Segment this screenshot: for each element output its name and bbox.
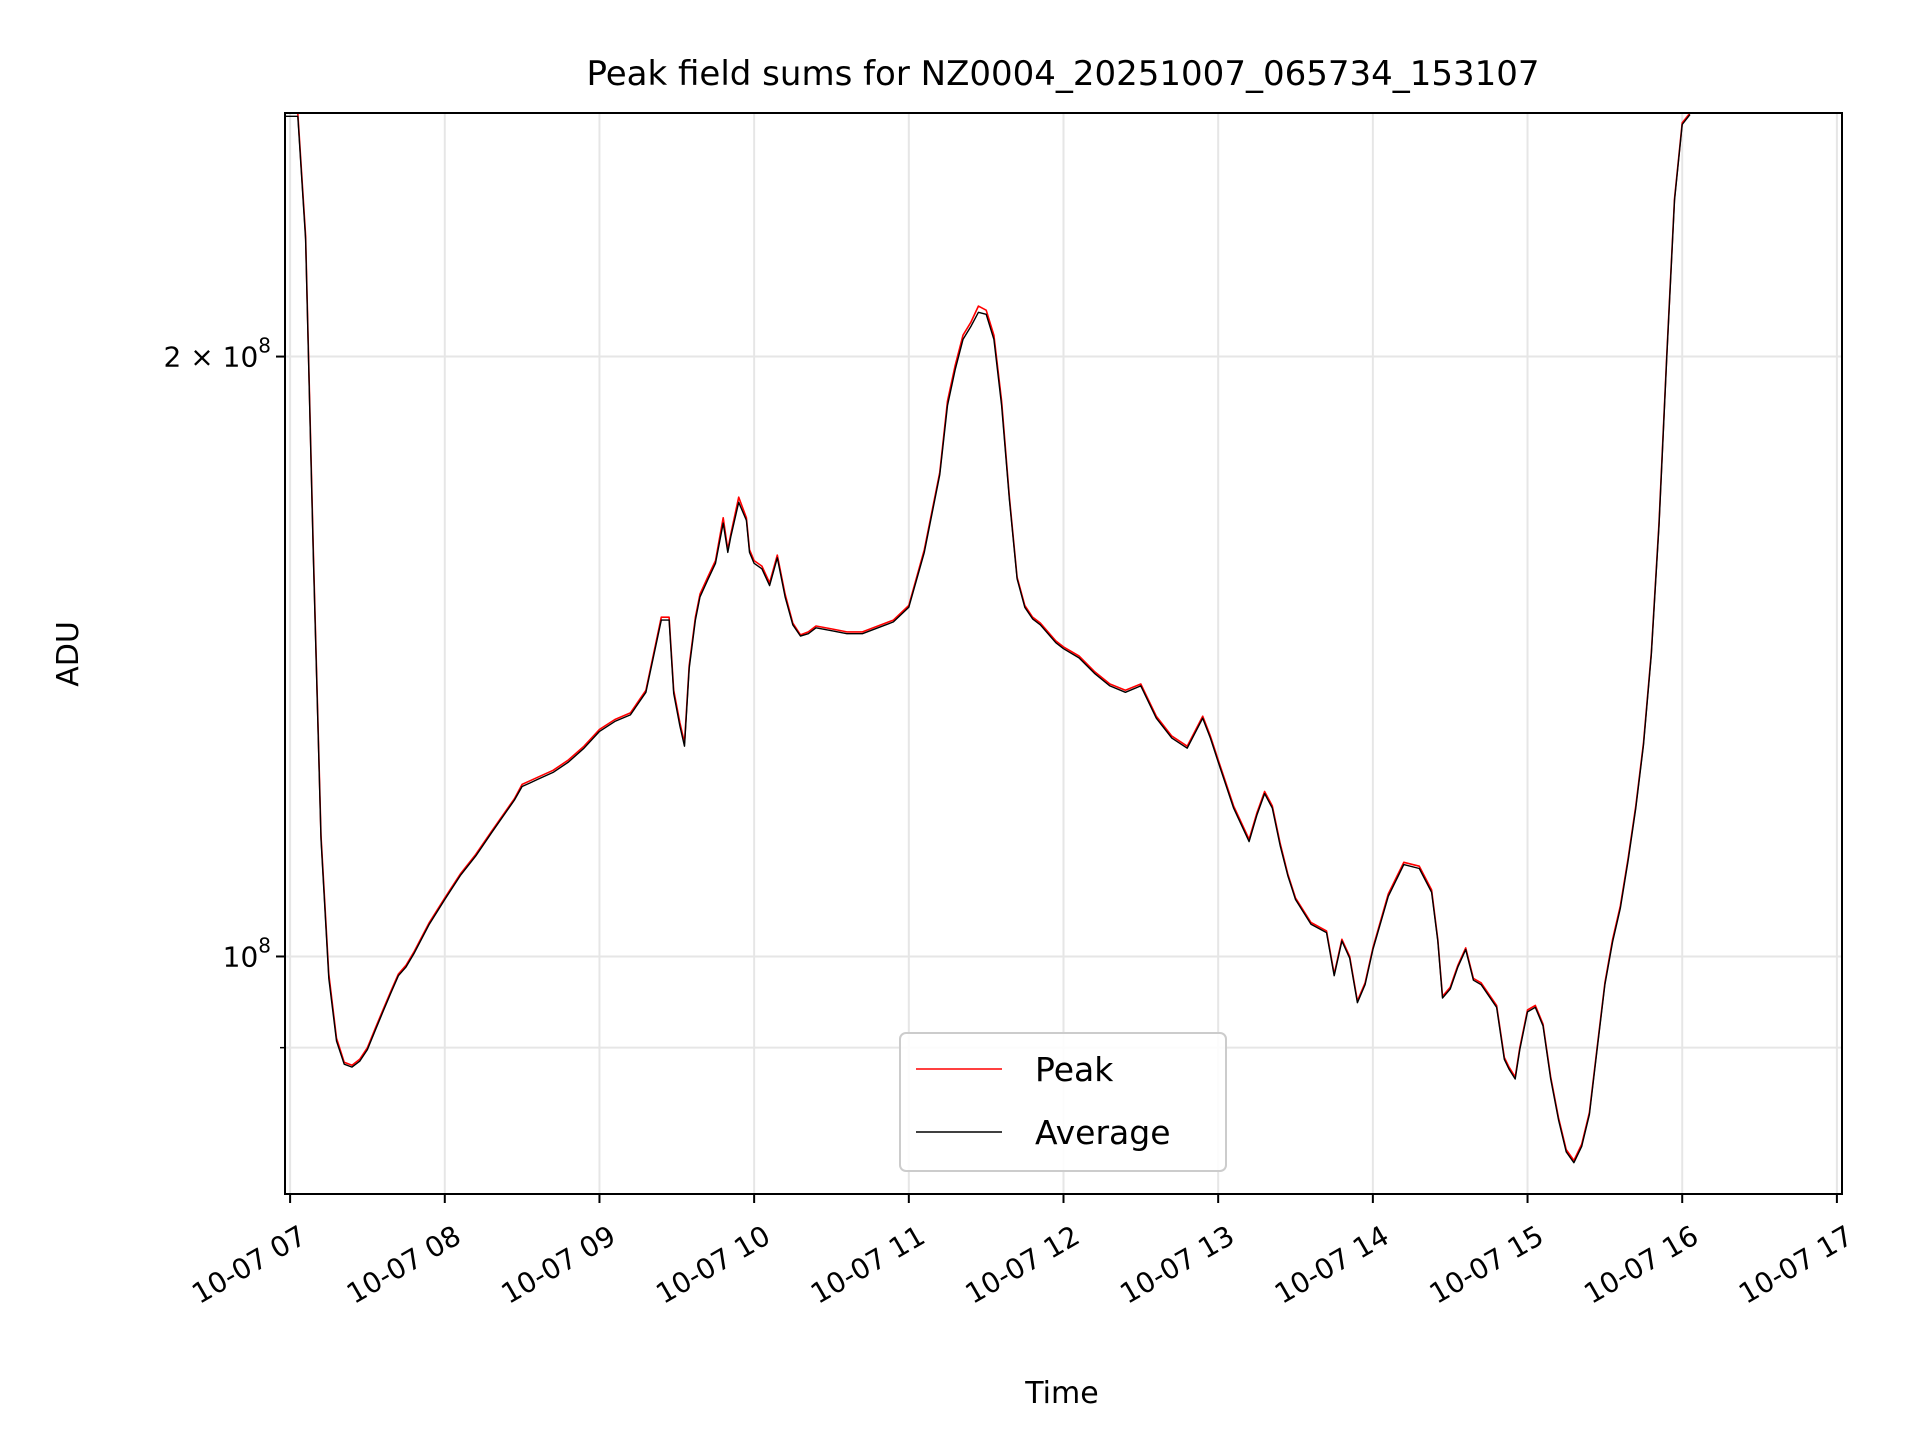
legend-box: [899, 1032, 1227, 1172]
x-tick-label: 10-07 15: [1424, 1219, 1550, 1311]
legend: Peak Average: [899, 1032, 1227, 1172]
x-tick-label: 10-07 10: [650, 1219, 776, 1311]
x-tick-label: 10-07 14: [1269, 1219, 1395, 1311]
y-axis: 108 2 × 108: [164, 334, 285, 1049]
x-tick-label: 10-07 13: [1114, 1219, 1240, 1311]
y-tick-label: 2 × 108: [164, 334, 271, 374]
y-tick-label: 108: [223, 933, 271, 973]
legend-label-peak: Peak: [1035, 1050, 1114, 1089]
series-group: [285, 112, 1691, 1164]
x-tick-label: 10-07 09: [496, 1219, 622, 1311]
series-line-average: [285, 114, 1691, 1164]
x-tick-label: 10-07 11: [805, 1219, 931, 1311]
chart-title: Peak field sums for NZ0004_20251007_0657…: [586, 54, 1539, 94]
series-line-peak: [285, 112, 1691, 1162]
y-axis-label: ADU: [51, 621, 86, 687]
x-tick-label: 10-07 16: [1578, 1219, 1704, 1311]
grid: [285, 113, 1842, 1194]
legend-label-average: Average: [1035, 1113, 1171, 1152]
x-tick-label: 10-07 07: [186, 1219, 312, 1311]
x-tick-label: 10-07 17: [1733, 1219, 1859, 1311]
x-tick-label: 10-07 08: [341, 1219, 467, 1311]
x-tick-label: 10-07 12: [960, 1219, 1086, 1311]
x-axis-label: Time: [1024, 1376, 1098, 1411]
x-axis: 10-07 07 10-07 08 10-07 09 10-07 10 10-07 11…: [186, 1194, 1859, 1311]
